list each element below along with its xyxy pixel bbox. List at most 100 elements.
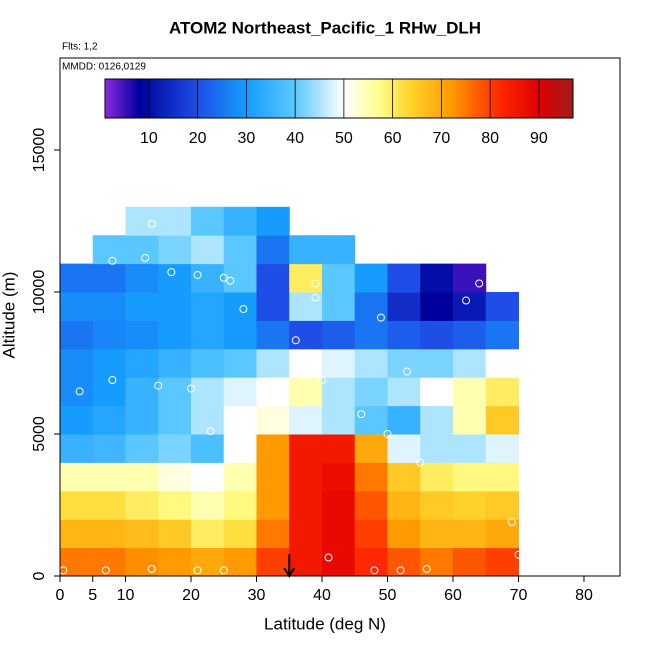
colorbar-tick-label: 10 [140, 130, 158, 147]
cell [354, 292, 388, 321]
cell [354, 490, 388, 520]
cell [158, 519, 192, 549]
cell [452, 348, 487, 378]
cell [452, 434, 487, 463]
cell [289, 348, 323, 378]
cell [485, 377, 519, 407]
cell [190, 434, 225, 463]
observation [219, 566, 228, 575]
cell [256, 377, 290, 407]
x-tick-label: 40 [313, 587, 331, 604]
cell [256, 263, 290, 293]
cell [485, 348, 519, 378]
cell [289, 235, 323, 265]
observation [403, 367, 412, 376]
cell [92, 292, 126, 321]
observation [186, 384, 195, 393]
cell [60, 292, 94, 321]
cell [158, 434, 192, 463]
cell [452, 519, 487, 549]
observation [154, 381, 163, 390]
observation [239, 305, 248, 314]
cell [190, 462, 225, 492]
cell [92, 263, 126, 293]
x-tick-label: 50 [379, 587, 397, 604]
cell [125, 263, 159, 293]
cell [420, 292, 454, 321]
cell [158, 377, 192, 407]
x-tick-label: 0 [56, 587, 65, 604]
cell [289, 519, 323, 549]
x-tick-label: 80 [575, 587, 593, 604]
observation [108, 376, 117, 385]
cell [289, 490, 323, 520]
chart-title: ATOM2 Northeast_Pacific_1 RHw_DLH [169, 18, 481, 37]
cell [387, 490, 421, 520]
colorbar-tick-label: 60 [384, 130, 402, 147]
cell [485, 547, 519, 577]
observation [357, 410, 366, 419]
cell [60, 434, 94, 463]
cell [190, 235, 225, 265]
cell [452, 405, 487, 435]
cell [387, 263, 421, 293]
y-tick-label: 0 [31, 571, 48, 580]
observation [167, 268, 176, 277]
cell [223, 547, 257, 577]
cell [256, 490, 290, 520]
cell [354, 377, 388, 407]
cell [158, 462, 192, 492]
observation [69, 253, 78, 262]
colorbar-tick-label: 20 [189, 130, 207, 147]
cell [485, 292, 519, 321]
observation [206, 427, 215, 436]
observation [311, 279, 320, 288]
y-tick-label: 15000 [31, 128, 48, 173]
cell [158, 206, 192, 236]
observation [193, 566, 202, 575]
x-tick-label: 60 [444, 587, 462, 604]
cell [485, 320, 519, 350]
cell [289, 434, 323, 463]
cell [321, 434, 356, 463]
observation [488, 279, 497, 288]
cell [92, 348, 126, 378]
cell [354, 519, 388, 549]
cell [60, 263, 94, 293]
cell [125, 405, 159, 435]
cell [485, 462, 519, 492]
observation [514, 550, 523, 559]
cell [354, 348, 388, 378]
cell [223, 263, 257, 293]
cell [190, 377, 225, 407]
cell [190, 490, 225, 520]
cell [452, 547, 487, 577]
observation [376, 313, 385, 322]
colorbar-tick-label: 30 [237, 130, 255, 147]
cell [321, 348, 356, 378]
cell [354, 434, 388, 463]
cell [420, 547, 454, 577]
cell [387, 320, 421, 350]
cell [190, 292, 225, 321]
cell [223, 490, 257, 520]
cell [387, 292, 421, 321]
observation [507, 518, 516, 527]
cell [125, 434, 159, 463]
cell [256, 434, 290, 463]
observation [462, 296, 471, 305]
cell [125, 490, 159, 520]
cell [420, 490, 454, 520]
cell [125, 206, 159, 236]
cell [289, 320, 323, 350]
cell [223, 377, 257, 407]
cell [223, 320, 257, 350]
cell [223, 405, 257, 435]
cell [420, 519, 454, 549]
observation [141, 253, 150, 262]
cell [92, 405, 126, 435]
cell [158, 235, 192, 265]
cell [60, 348, 94, 378]
cell [92, 490, 126, 520]
